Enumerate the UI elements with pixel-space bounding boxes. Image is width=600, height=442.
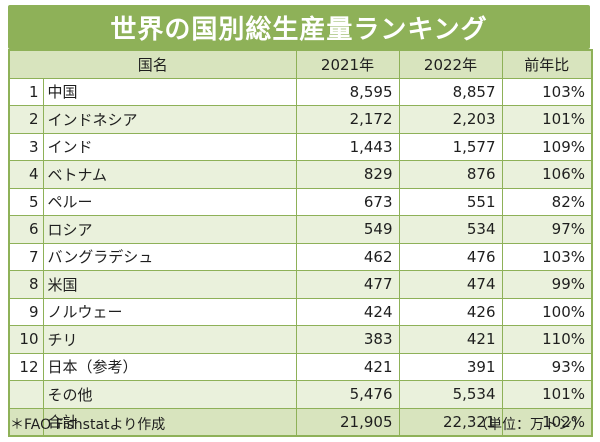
value-2022-cell: 22,321 — [398, 407, 503, 437]
table-row: 12 日本（参考） 421 391 93% — [8, 352, 593, 381]
rank-cell — [8, 407, 44, 437]
ranking-table: 国名 2021年 2022年 前年比 1 中国 8,595 8,857 103%… — [8, 49, 594, 437]
value-2021-cell: 477 — [295, 270, 400, 299]
ratio-cell: 101% — [501, 105, 593, 134]
table-row: 3 インド 1,443 1,577 109% — [8, 132, 593, 161]
value-2021-cell: 1,443 — [295, 132, 400, 161]
value-2022-cell: 551 — [398, 187, 503, 216]
rank-cell — [8, 380, 44, 409]
table-row: 7 バングラデシュ 462 476 103% — [8, 242, 593, 271]
header-2022: 2022年 — [398, 49, 503, 79]
unit-note: （単位：万トン） — [474, 417, 586, 433]
value-2022-cell: 474 — [398, 270, 503, 299]
rank-cell: 9 — [8, 297, 44, 326]
value-2021-cell: 424 — [295, 297, 400, 326]
table-row: 9 ノルウェー 424 426 100% — [8, 297, 593, 326]
table-row: 1 中国 8,595 8,857 103% — [8, 77, 593, 106]
country-cell: 合計 — [42, 407, 297, 437]
ratio-cell: 109% — [501, 132, 593, 161]
header-2021: 2021年 — [295, 49, 400, 79]
country-cell: ベトナム — [42, 160, 297, 189]
rank-cell: 8 — [8, 270, 44, 299]
rank-cell: 4 — [8, 160, 44, 189]
header-country: 国名 — [8, 49, 297, 79]
value-2021-cell: 2,172 — [295, 105, 400, 134]
country-cell: 日本（参考） — [42, 352, 297, 381]
country-cell: インド — [42, 132, 297, 161]
rank-cell: 1 — [8, 77, 44, 106]
value-2022-cell: 476 — [398, 242, 503, 271]
country-cell: ロシア — [42, 215, 297, 244]
value-2021-cell: 829 — [295, 160, 400, 189]
ratio-cell: 102% — [501, 407, 593, 437]
value-2021-cell: 421 — [295, 352, 400, 381]
ratio-cell: 101% — [501, 380, 593, 409]
value-2022-cell: 5,534 — [398, 380, 503, 409]
country-cell: バングラデシュ — [42, 242, 297, 271]
ratio-cell: 93% — [501, 352, 593, 381]
source-note: ＊FAO Fishstatより作成 — [10, 417, 166, 433]
rank-cell: 7 — [8, 242, 44, 271]
value-2021-cell: 673 — [295, 187, 400, 216]
value-2022-cell: 534 — [398, 215, 503, 244]
value-2021-cell: 383 — [295, 325, 400, 354]
header-row: 国名 2021年 2022年 前年比 — [8, 49, 593, 79]
rank-cell: 2 — [8, 105, 44, 134]
value-2022-cell: 2,203 — [398, 105, 503, 134]
country-cell: 米国 — [42, 270, 297, 299]
ratio-cell: 82% — [501, 187, 593, 216]
table-row: 2 インドネシア 2,172 2,203 101% — [8, 105, 593, 134]
ratio-cell: 100% — [501, 297, 593, 326]
value-2021-cell: 462 — [295, 242, 400, 271]
ratio-cell: 106% — [501, 160, 593, 189]
table-row: 6 ロシア 549 534 97% — [8, 215, 593, 244]
total-row: 合計 21,905 22,321 102% — [8, 407, 593, 437]
ratio-cell: 97% — [501, 215, 593, 244]
ratio-cell: 103% — [501, 77, 593, 106]
table-row: 5 ペルー 673 551 82% — [8, 187, 593, 216]
table-title: 世界の国別総生産量ランキング — [8, 5, 590, 49]
country-cell: インドネシア — [42, 105, 297, 134]
country-cell: ペルー — [42, 187, 297, 216]
country-cell: チリ — [42, 325, 297, 354]
table-row: 8 米国 477 474 99% — [8, 270, 593, 299]
value-2022-cell: 8,857 — [398, 77, 503, 106]
rank-cell: 3 — [8, 132, 44, 161]
value-2021-cell: 21,905 — [295, 407, 400, 437]
rank-cell: 5 — [8, 187, 44, 216]
country-cell: ノルウェー — [42, 297, 297, 326]
country-cell: その他 — [42, 380, 297, 409]
rank-cell: 10 — [8, 325, 44, 354]
value-2022-cell: 1,577 — [398, 132, 503, 161]
header-ratio: 前年比 — [501, 49, 593, 79]
value-2022-cell: 391 — [398, 352, 503, 381]
country-cell: 中国 — [42, 77, 297, 106]
table-row: 10 チリ 383 421 110% — [8, 325, 593, 354]
value-2022-cell: 421 — [398, 325, 503, 354]
value-2022-cell: 426 — [398, 297, 503, 326]
value-2021-cell: 549 — [295, 215, 400, 244]
table-row: 4 ベトナム 829 876 106% — [8, 160, 593, 189]
rank-cell: 6 — [8, 215, 44, 244]
ratio-cell: 99% — [501, 270, 593, 299]
value-2022-cell: 876 — [398, 160, 503, 189]
rank-cell: 12 — [8, 352, 44, 381]
ratio-cell: 103% — [501, 242, 593, 271]
table-row: その他 5,476 5,534 101% — [8, 380, 593, 409]
value-2021-cell: 5,476 — [295, 380, 400, 409]
value-2021-cell: 8,595 — [295, 77, 400, 106]
table-title-text: 世界の国別総生産量ランキング — [110, 14, 488, 45]
ratio-cell: 110% — [501, 325, 593, 354]
